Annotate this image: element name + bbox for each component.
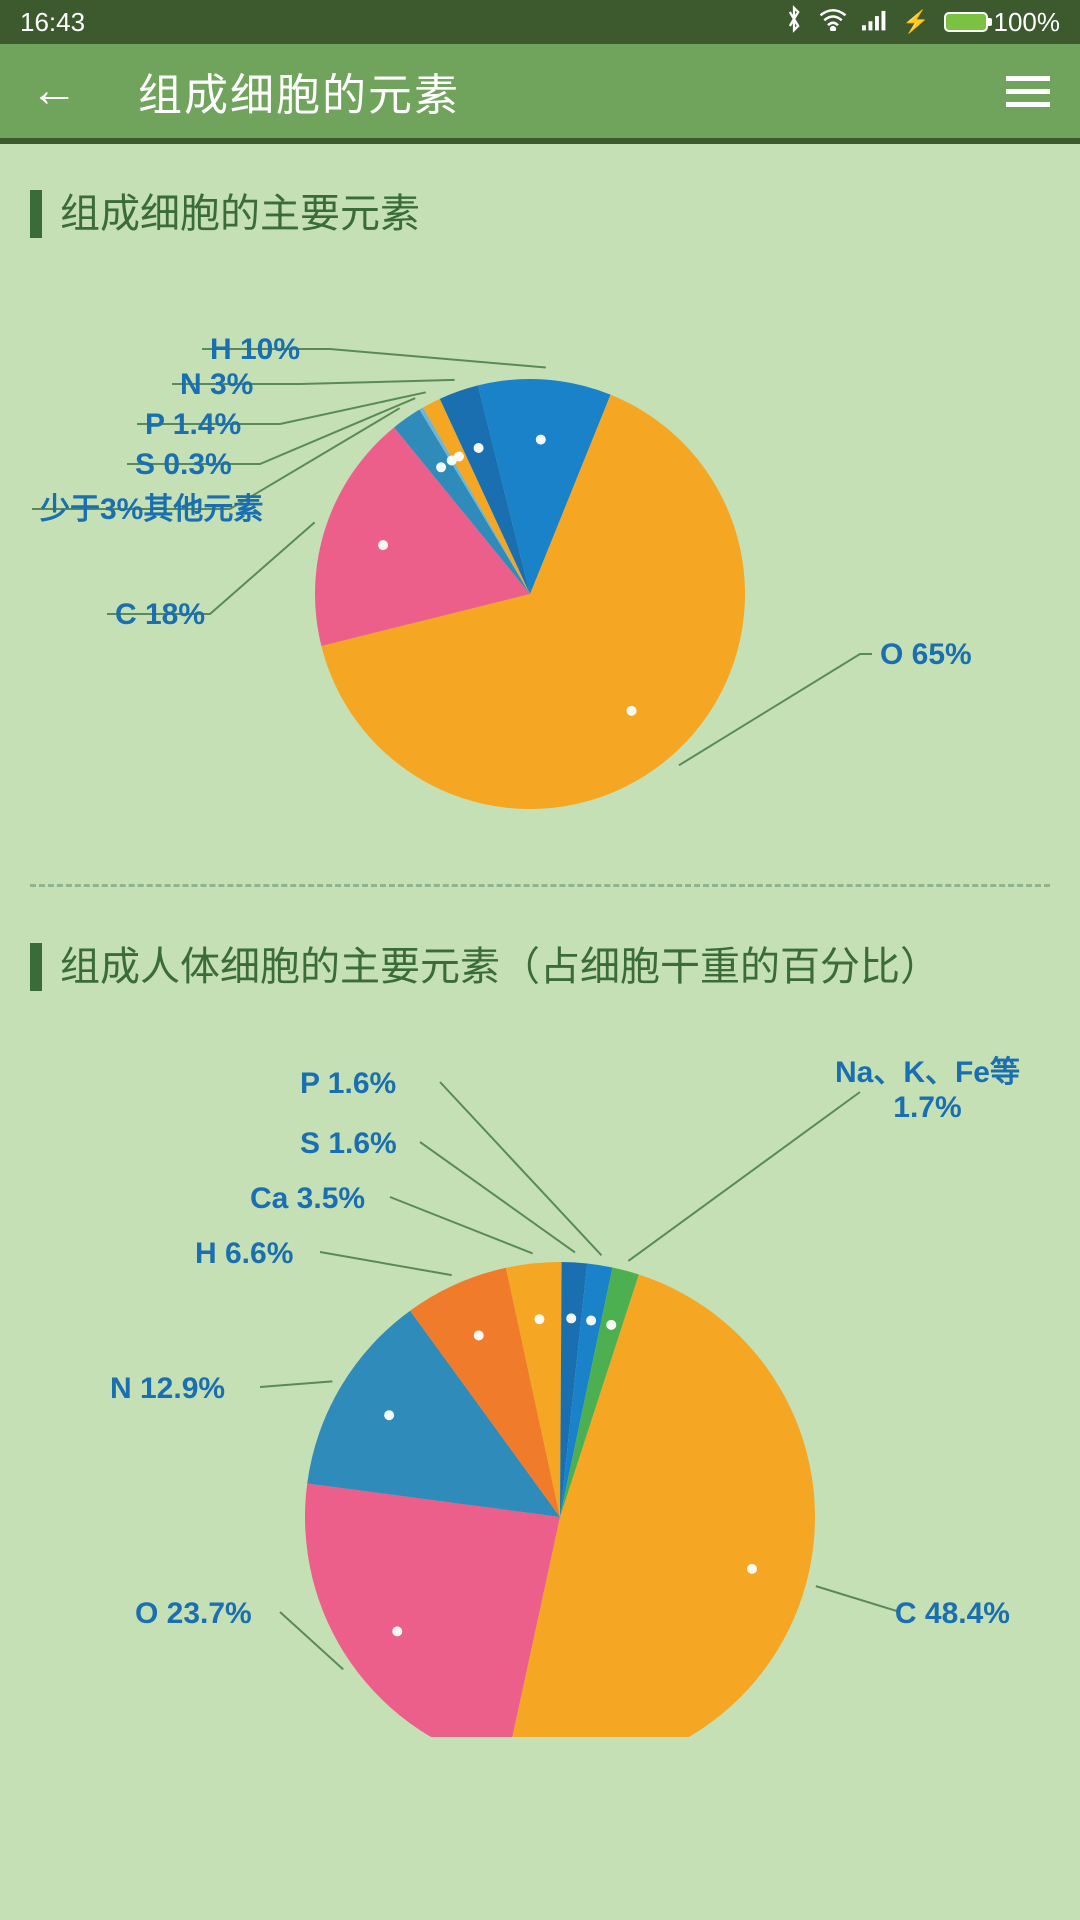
chart1-label-少于3%其他元素: 少于3%其他元素 — [40, 493, 263, 526]
charging-icon: ⚡ — [902, 9, 929, 35]
chart2-label-c: C 48.4% — [895, 1597, 1010, 1631]
back-button[interactable]: ← — [30, 67, 78, 115]
battery-percent: 100% — [994, 7, 1061, 38]
chart1-label-S: S 0.3% — [135, 448, 232, 481]
chart1-label-C: C 18% — [115, 598, 205, 631]
app-bar: ← 组成细胞的元素 — [0, 44, 1080, 144]
chart1-label-P: P 1.4% — [145, 408, 241, 441]
status-right: ⚡ 100% — [784, 5, 1060, 40]
content: 组成细胞的主要元素 O 65% C 18% 少于3%其他元素 S 0.3% P 1.4%… — [0, 144, 1080, 1777]
chart2-label-n: N 12.9% — [110, 1372, 225, 1406]
chart2-label-s: S 1.6% — [300, 1127, 397, 1161]
status-time: 16:43 — [20, 7, 85, 38]
chart1-label-N: N 3% — [180, 368, 253, 401]
section-divider — [30, 884, 1050, 887]
chart2-label-ca: Ca 3.5% — [250, 1182, 365, 1216]
battery-icon — [944, 12, 988, 32]
section1-title: 组成细胞的主要元素 — [30, 184, 1050, 244]
chart2-container: Na、K、Fe等 1.7% P 1.6% S 1.6% Ca 3.5% H 6.… — [30, 1037, 1050, 1737]
chart1-container: O 65% C 18% 少于3%其他元素 S 0.3% P 1.4% N 3%H 10% — [30, 284, 1050, 844]
status-bar: 16:43 ⚡ 100% — [0, 0, 1080, 44]
wifi-icon — [818, 7, 848, 38]
chart1-label-H: H 10% — [210, 333, 300, 366]
page-title: 组成细胞的元素 — [138, 59, 1006, 123]
chart1-label-O: O 65% — [880, 638, 972, 671]
bluetooth-icon — [784, 5, 804, 40]
section2-title: 组成人体细胞的主要元素（占细胞干重的百分比） — [30, 937, 1050, 997]
battery-indicator: 100% — [944, 7, 1061, 38]
chart2-label-h: H 6.6% — [195, 1237, 293, 1271]
chart2-label-p: P 1.6% — [300, 1067, 396, 1101]
chart2-label-o: O 23.7% — [135, 1597, 252, 1631]
signal-icon — [862, 7, 888, 38]
menu-button[interactable] — [1006, 76, 1050, 107]
chart2-label-nakfe: Na、K、Fe等 1.7% — [835, 1047, 1020, 1125]
chart1-pie: O 65% C 18% 少于3%其他元素 S 0.3% P 1.4% N 3%H 10% — [30, 284, 1050, 844]
